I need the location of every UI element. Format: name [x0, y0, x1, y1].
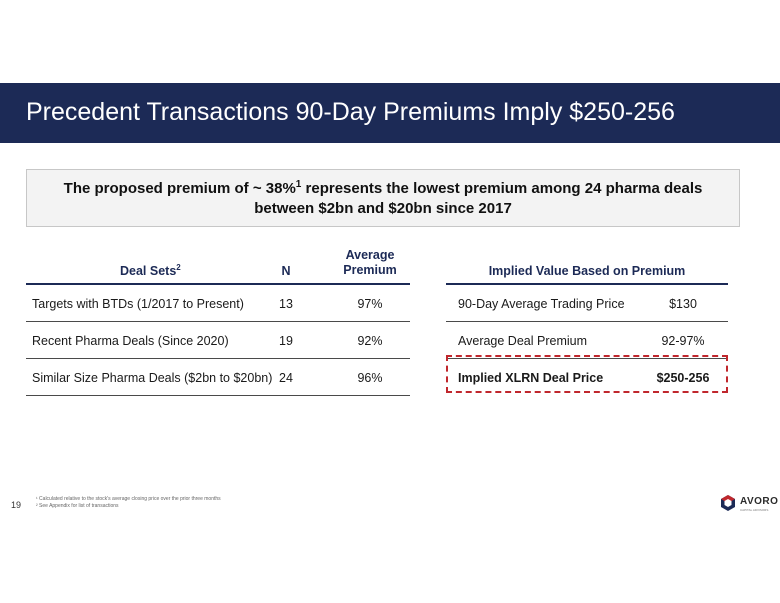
header-deal-sets-sup: 2: [176, 262, 181, 272]
header-n: N: [281, 264, 291, 278]
callout-line-1: The proposed premium of ~ 38%1 represent…: [27, 179, 739, 199]
row-premium: 96%: [357, 371, 383, 385]
row-label: Average Deal Premium: [458, 334, 587, 348]
implied-deal-price-label: Implied XLRN Deal Price: [458, 371, 604, 385]
implied-value-header: Implied Value Based on Premium: [446, 250, 728, 285]
footnote-2: ² See Appendix for list of transactions: [36, 503, 119, 509]
highlight-dashed-box: [446, 355, 728, 393]
header-premium-line-2: Premium: [343, 263, 397, 277]
table-row: Similar Size Pharma Deals ($2bn to $20bn…: [26, 359, 410, 396]
row-value: $130: [669, 297, 697, 311]
footnotes: ¹ Calculated relative to the stock's ave…: [36, 496, 221, 510]
callout-text-a: The proposed premium of ~ 38%: [63, 180, 296, 197]
callout-footnote-ref: 1: [295, 179, 302, 190]
table-row: Recent Pharma Deals (Since 2020) 19 92%: [26, 322, 410, 359]
deal-sets-header: Deal Sets2 N Average Premium: [26, 248, 410, 285]
row-deal-set: Targets with BTDs (1/2017 to Present): [32, 297, 244, 311]
header-deal-sets: Deal Sets2: [120, 263, 181, 278]
slide-title: Precedent Transactions 90-Day Premiums I…: [26, 98, 675, 126]
deal-sets-table: Deal Sets2 N Average Premium Targets wit…: [26, 248, 410, 396]
implied-value-table: Implied Value Based on Premium 90-Day Av…: [446, 250, 728, 395]
header-implied-value: Implied Value Based on Premium: [488, 264, 686, 278]
table-row: Average Deal Premium 92-97%: [446, 322, 728, 359]
callout-line-2: between $2bn and $20bn since 2017: [254, 200, 512, 217]
header-average-premium: Average Premium: [330, 248, 410, 278]
row-n: 19: [279, 334, 293, 348]
row-label: 90-Day Average Trading Price: [458, 297, 625, 311]
callout-text-b: represents the lowest premium among 24 p…: [301, 180, 703, 197]
header-premium-line-1: Average: [345, 248, 395, 262]
row-deal-set: Recent Pharma Deals (Since 2020): [32, 334, 229, 348]
callout-box: The proposed premium of ~ 38%1 represent…: [26, 169, 740, 227]
table-row: Targets with BTDs (1/2017 to Present) 13…: [26, 285, 410, 322]
avoro-logo: AVORO CAPITAL ADVISORS: [719, 494, 778, 514]
row-n: 13: [279, 297, 293, 311]
implied-deal-price-row: Implied XLRN Deal Price $250-256: [446, 359, 728, 395]
row-deal-set: Similar Size Pharma Deals ($2bn to $20bn…: [32, 371, 273, 385]
row-n: 24: [279, 371, 293, 385]
hexagon-logo-icon: [721, 495, 735, 511]
table-row: 90-Day Average Trading Price $130: [446, 285, 728, 322]
footnote-1: ¹ Calculated relative to the stock's ave…: [36, 496, 221, 502]
page-number: 19: [11, 500, 22, 510]
row-value: 92-97%: [661, 334, 705, 348]
row-premium: 97%: [357, 297, 383, 311]
header-deal-sets-text: Deal Sets: [120, 264, 177, 278]
logo-subtitle: CAPITAL ADVISORS: [740, 508, 769, 512]
logo-wordmark: AVORO: [740, 496, 779, 507]
implied-deal-price-value: $250-256: [656, 371, 710, 385]
row-premium: 92%: [357, 334, 383, 348]
title-bar: Precedent Transactions 90-Day Premiums I…: [0, 83, 780, 143]
